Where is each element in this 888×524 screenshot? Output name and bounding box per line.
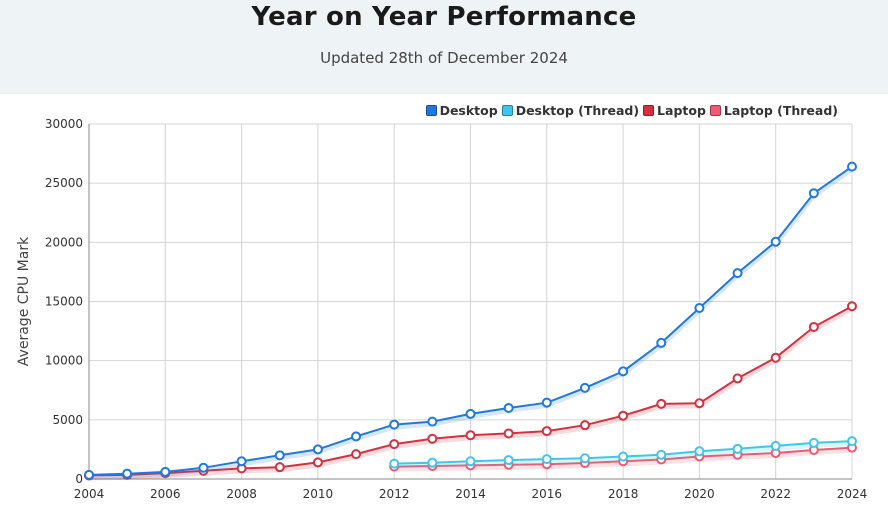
data-point bbox=[808, 437, 819, 448]
data-point bbox=[770, 236, 781, 247]
data-point bbox=[465, 408, 476, 419]
data-point bbox=[503, 455, 514, 466]
data-point bbox=[618, 366, 629, 377]
x-tick-label: 2018 bbox=[608, 487, 639, 501]
legend-swatch bbox=[501, 104, 513, 116]
data-point bbox=[694, 398, 705, 409]
data-point bbox=[847, 301, 857, 312]
data-point bbox=[770, 352, 781, 363]
data-point bbox=[427, 457, 438, 468]
data-point bbox=[579, 382, 590, 393]
data-point bbox=[351, 431, 362, 442]
x-tick-label: 2010 bbox=[303, 487, 334, 501]
y-tick-label: 30000 bbox=[45, 117, 83, 131]
x-tick-label: 2012 bbox=[379, 487, 410, 501]
data-point bbox=[312, 457, 323, 468]
legend-label: Laptop (Thread) bbox=[723, 102, 838, 118]
legend-label: Laptop bbox=[657, 102, 706, 118]
data-point bbox=[732, 373, 743, 384]
data-point bbox=[618, 451, 629, 462]
x-tick-label: 2024 bbox=[837, 487, 868, 501]
x-tick-label: 2008 bbox=[226, 487, 257, 501]
data-point bbox=[198, 462, 209, 473]
legend-item[interactable]: Laptop (Thread) bbox=[709, 102, 838, 118]
data-point bbox=[351, 449, 362, 460]
data-point bbox=[427, 433, 438, 444]
data-point bbox=[732, 268, 743, 279]
legend-swatch bbox=[425, 104, 437, 116]
chart-title: Year on Year Performance bbox=[251, 2, 637, 32]
x-tick-label: 2014 bbox=[455, 487, 486, 501]
x-tick-label: 2020 bbox=[684, 487, 715, 501]
chart-header: Year on Year Performance Updated 28th of… bbox=[0, 0, 888, 94]
data-point bbox=[389, 458, 400, 469]
data-point bbox=[312, 444, 323, 455]
data-point bbox=[274, 462, 285, 473]
data-point bbox=[579, 420, 590, 431]
data-point bbox=[427, 416, 438, 427]
x-tick-label: 2022 bbox=[760, 487, 791, 501]
legend-label: Desktop bbox=[439, 102, 498, 118]
y-tick-label: 0 bbox=[75, 472, 83, 486]
data-point bbox=[465, 456, 476, 467]
x-tick-label: 2006 bbox=[150, 487, 181, 501]
data-point bbox=[656, 398, 667, 409]
data-point bbox=[122, 468, 133, 479]
data-point bbox=[541, 426, 552, 437]
data-point bbox=[236, 456, 247, 467]
data-point bbox=[770, 440, 781, 451]
y-tick-label: 25000 bbox=[45, 176, 83, 190]
chart-legend: Desktop Desktop (Thread) Laptop Laptop (Thr… bbox=[422, 101, 838, 119]
data-point bbox=[503, 428, 514, 439]
data-point bbox=[389, 419, 400, 430]
y-tick-label: 10000 bbox=[45, 354, 83, 368]
legend-item[interactable]: Laptop bbox=[643, 103, 706, 118]
data-point bbox=[503, 403, 514, 413]
y-tick-label: 20000 bbox=[45, 235, 83, 249]
y-tick-label: 5000 bbox=[52, 413, 83, 427]
data-point bbox=[541, 454, 552, 465]
data-point bbox=[579, 453, 590, 464]
data-point bbox=[618, 410, 629, 421]
data-point bbox=[160, 466, 171, 477]
data-point bbox=[808, 188, 819, 199]
x-tick-label: 2004 bbox=[74, 487, 105, 501]
data-point bbox=[541, 397, 552, 408]
y-tick-label: 15000 bbox=[45, 295, 83, 309]
data-point bbox=[732, 443, 743, 454]
data-point bbox=[808, 321, 819, 332]
legend-label: Desktop (Thread) bbox=[515, 102, 640, 118]
legend-swatch bbox=[709, 104, 721, 116]
y-axis-label: Average CPU Mark bbox=[16, 236, 32, 366]
x-tick-label: 2016 bbox=[532, 487, 563, 501]
legend-item[interactable]: Desktop bbox=[425, 102, 498, 118]
data-point bbox=[389, 439, 400, 450]
data-point bbox=[656, 449, 667, 460]
data-point bbox=[694, 446, 705, 457]
data-point bbox=[847, 436, 857, 447]
data-point bbox=[274, 450, 285, 461]
data-point bbox=[465, 430, 476, 441]
data-point bbox=[847, 161, 857, 172]
legend-item[interactable]: Desktop (Thread) bbox=[501, 102, 640, 118]
legend-swatch bbox=[643, 104, 655, 116]
data-point bbox=[84, 469, 94, 480]
data-point bbox=[656, 337, 667, 348]
data-point bbox=[694, 303, 705, 314]
chart-subtitle: Updated 28th of December 2024 bbox=[320, 49, 568, 67]
